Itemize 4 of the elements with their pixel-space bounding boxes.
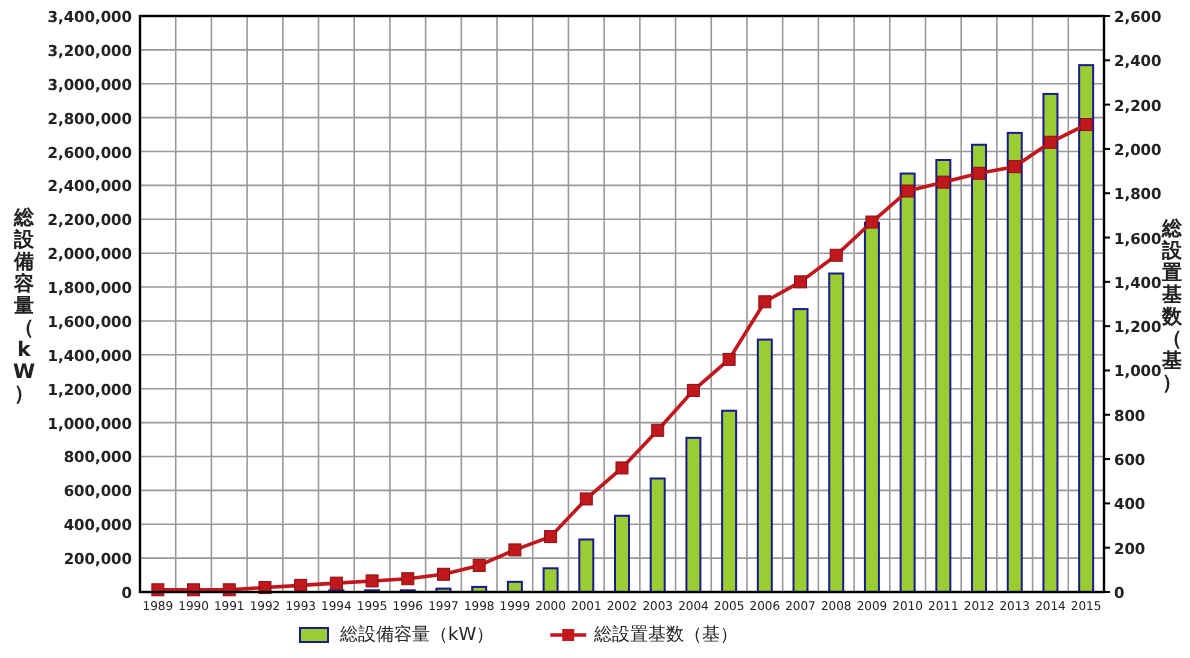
y2-axis-title: 総設置基数（基） xyxy=(1160,217,1184,395)
legend-label: 総設備容量（kW） xyxy=(338,624,495,646)
legend-label: 総設置基数（基） xyxy=(592,624,739,646)
text: 総設備容量（kW） xyxy=(12,208,36,406)
